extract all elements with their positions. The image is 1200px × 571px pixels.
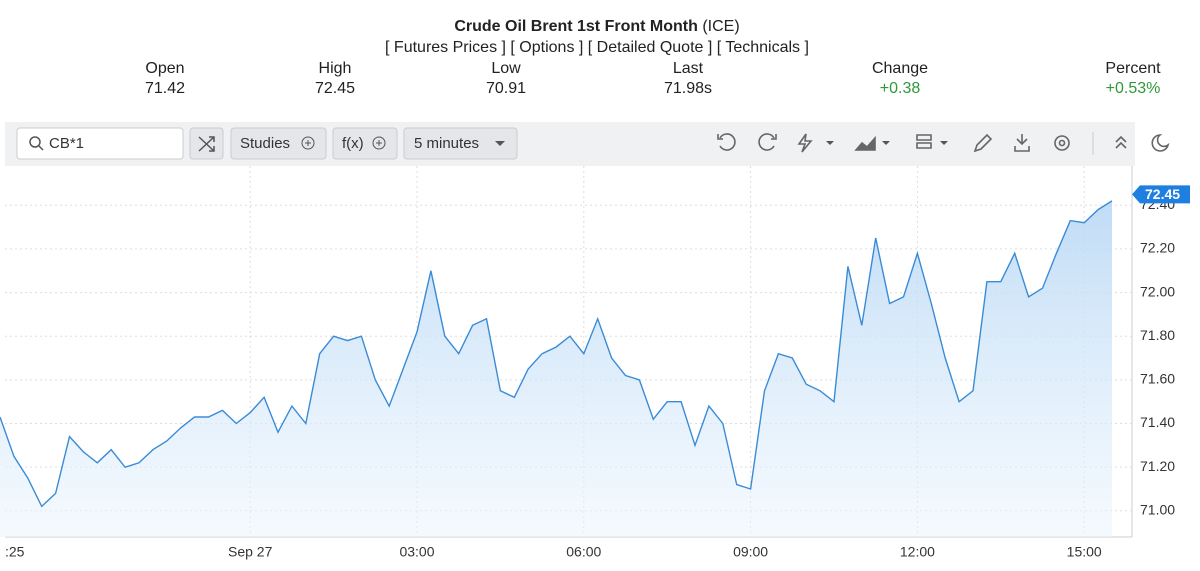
- plus-icon: [301, 136, 315, 150]
- dropdown-icon: [495, 141, 505, 146]
- toolbar-icons: [717, 133, 1170, 153]
- x-tick-label: Sep 27: [228, 544, 273, 560]
- settings-icon[interactable]: [1054, 135, 1070, 151]
- exchange: (ICE): [702, 18, 739, 35]
- stat-value: 71.42: [145, 80, 185, 97]
- x-tick-label: 15:00: [1067, 544, 1102, 560]
- price-badge-label: 72.45: [1145, 186, 1180, 202]
- area-fill: [0, 200, 1112, 537]
- settings-icon: [1058, 139, 1066, 147]
- x-tick-label: :25: [5, 544, 25, 560]
- title: Crude Oil Brent 1st Front Month: [454, 18, 698, 35]
- x-tick-label: 03:00: [399, 544, 434, 560]
- chart-type-icon[interactable]: [854, 135, 876, 151]
- link[interactable]: [ Detailed Quote ]: [588, 39, 713, 56]
- theme-icon[interactable]: [1151, 134, 1170, 152]
- link[interactable]: [ Options ]: [510, 39, 583, 56]
- stat-label: Open: [145, 60, 184, 77]
- stat-value: 70.91: [486, 80, 526, 97]
- collapse-icon[interactable]: [1115, 135, 1127, 149]
- y-tick-label: 71.20: [1140, 458, 1175, 474]
- symbol: CB*1: [49, 135, 84, 152]
- studies-label: Studies: [240, 135, 290, 152]
- studies-button[interactable]: [230, 127, 327, 160]
- stat-label: Percent: [1105, 60, 1161, 77]
- stat-value: 72.45: [315, 80, 355, 97]
- x-tick-label: 12:00: [900, 544, 935, 560]
- search-icon: [38, 145, 44, 151]
- stat-label: Change: [872, 60, 928, 77]
- function-label: f(x): [342, 135, 364, 152]
- interval-label: 5 minutes: [414, 135, 479, 152]
- y-tick-label: 72.20: [1140, 240, 1175, 256]
- plus-icon: [305, 140, 311, 146]
- dropdown-icons: [826, 141, 948, 145]
- y-tick-label: 72.00: [1140, 283, 1175, 299]
- y-tick-label: 71.80: [1140, 327, 1175, 343]
- plus-icon: [372, 136, 386, 150]
- undo-icon[interactable]: [717, 133, 736, 151]
- stat-label: Last: [673, 60, 704, 77]
- compare-icon: [198, 136, 215, 152]
- price-line: [0, 200, 1113, 508]
- layout-icon[interactable]: [916, 134, 932, 149]
- price-badge: [1132, 185, 1190, 204]
- quote-title: Crude Oil Brent 1st Front Month (ICE): [454, 18, 739, 35]
- quote-links: [ Futures Prices ] [ Options ] [ Detaile…: [385, 39, 809, 56]
- download-icon[interactable]: [1014, 134, 1030, 152]
- link[interactable]: [ Technicals ]: [717, 39, 809, 56]
- stat-value: +0.38: [880, 80, 921, 97]
- y-tick-label: 71.00: [1140, 502, 1175, 518]
- x-tick-label: 09:00: [733, 544, 768, 560]
- redo-icon[interactable]: [758, 133, 777, 151]
- plus-icon: [376, 140, 382, 146]
- y-tick-label: 71.60: [1140, 371, 1175, 387]
- function-button[interactable]: [332, 127, 398, 160]
- x-tick-label: 06:00: [566, 544, 601, 560]
- y-tick-label: 71.40: [1140, 414, 1175, 430]
- stat-label: Low: [491, 60, 521, 77]
- stat-value: 71.98s: [664, 80, 712, 97]
- link[interactable]: [ Futures Prices ]: [385, 39, 506, 56]
- symbol-search[interactable]: [16, 127, 184, 160]
- draw-icon[interactable]: [797, 133, 813, 153]
- search-icon: [29, 136, 41, 148]
- price-chart: 71.0071.2071.4071.6071.8072.0072.2072.40…: [0, 166, 1190, 560]
- stat-value: +0.53%: [1106, 80, 1161, 97]
- quote-stats: Open 71.42 High 72.45 Low 70.91 Last 71.98s Chan…: [145, 60, 1161, 97]
- stat-label: High: [319, 60, 352, 77]
- pencil-icon[interactable]: [973, 133, 993, 153]
- interval-select[interactable]: [403, 127, 518, 160]
